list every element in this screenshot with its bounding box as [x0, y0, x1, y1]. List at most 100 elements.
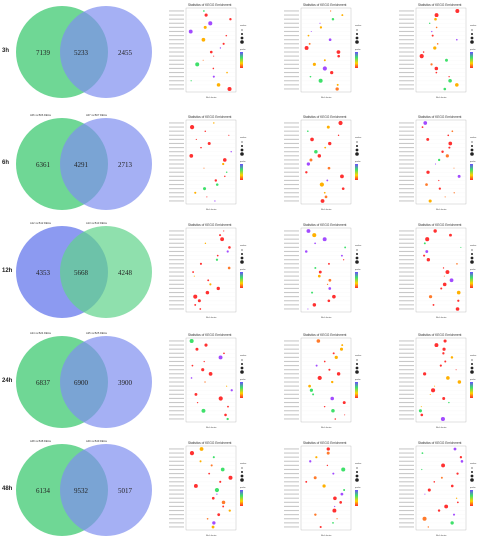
term-label — [169, 63, 184, 65]
data-point — [229, 18, 232, 21]
venn-right-count: 5017 — [118, 487, 133, 495]
venn-left-set-label: A12 vs B12 DEGs — [30, 221, 52, 225]
x-axis-label: Rich factor — [321, 208, 332, 211]
term-label — [169, 377, 184, 379]
data-point — [193, 484, 198, 488]
venn-right-set-label: A13 vs B13 DEGs — [86, 221, 108, 225]
term-label — [169, 196, 184, 198]
data-point — [305, 171, 308, 174]
legend-size-dot — [356, 471, 358, 473]
term-label — [284, 340, 299, 342]
legend-size-title: number — [355, 462, 362, 465]
term-label — [169, 373, 184, 375]
row-24h: 24h 6837 6900 3900 A24 vs B24 DEGs A25 vs B25… — [2, 331, 477, 429]
term-label — [399, 448, 414, 450]
data-point — [456, 38, 458, 41]
term-label — [284, 401, 299, 404]
venn-left-count: 6134 — [36, 487, 51, 495]
data-point — [432, 303, 435, 306]
venn-right-count: 3900 — [118, 379, 133, 387]
data-point — [448, 78, 452, 83]
legend-size-dot — [355, 478, 359, 482]
figure-rows: 3h 7139 5233 2455 Statistics of KEGG Enrichm… — [2, 3, 477, 537]
legend-color-bar — [355, 382, 358, 398]
legend-size-dot — [241, 33, 243, 35]
data-point — [199, 262, 202, 265]
legend-size-dot — [471, 33, 473, 35]
term-label — [169, 80, 184, 82]
term-label — [169, 460, 184, 462]
term-label — [284, 188, 299, 190]
data-point — [426, 170, 430, 174]
legend-size-dot — [240, 40, 244, 44]
term-label — [169, 263, 184, 265]
data-point — [457, 299, 460, 302]
data-point — [317, 274, 321, 278]
x-axis-label: Rich factor — [321, 426, 332, 429]
plot-legend: number qvalue — [470, 24, 477, 68]
term-label — [169, 448, 184, 450]
data-point — [434, 13, 439, 18]
legend-size-title: number — [470, 462, 477, 465]
data-point — [317, 375, 322, 381]
term-label — [169, 518, 184, 520]
data-point — [450, 356, 454, 359]
term-label — [284, 122, 299, 124]
term-label — [284, 365, 299, 367]
term-label — [284, 18, 299, 20]
data-point — [312, 393, 315, 396]
data-point — [421, 452, 424, 454]
legend-size-dot — [240, 366, 244, 370]
term-label — [284, 369, 299, 371]
data-point — [340, 174, 344, 179]
term-label — [284, 155, 299, 157]
data-point — [331, 409, 335, 413]
term-label — [399, 456, 414, 458]
term-label — [399, 122, 414, 124]
term-label — [169, 10, 184, 12]
data-point — [195, 347, 199, 351]
data-point — [328, 262, 330, 265]
data-point — [319, 525, 322, 529]
term-label — [169, 175, 184, 177]
venn-left-set-label: A24 vs B24 DEGs — [30, 331, 52, 335]
plot-title: Statistics of KEGG Enrichment — [188, 333, 232, 337]
data-point — [431, 388, 436, 393]
data-point — [203, 25, 207, 29]
term-label — [399, 509, 414, 512]
data-point — [343, 489, 346, 492]
term-label — [169, 493, 184, 495]
data-point — [435, 26, 438, 29]
legend-size-title: number — [240, 24, 247, 27]
venn-right-circle — [60, 6, 152, 98]
term-label — [284, 410, 299, 412]
legend-size-dot — [355, 370, 359, 374]
term-label — [169, 18, 184, 20]
data-point — [456, 290, 461, 295]
row-label: 12h — [2, 268, 13, 274]
venn-right-circle — [60, 444, 152, 536]
term-label — [169, 171, 184, 173]
data-point — [426, 137, 430, 141]
data-point — [194, 392, 198, 396]
term-label — [169, 55, 184, 57]
data-point — [344, 414, 346, 416]
data-point — [450, 484, 454, 488]
data-point — [426, 258, 431, 262]
data-point — [203, 187, 207, 191]
data-point — [443, 275, 445, 277]
data-point — [206, 517, 209, 520]
term-label — [284, 200, 299, 202]
data-point — [331, 17, 335, 21]
term-label — [169, 410, 184, 412]
x-axis-label: Rich factor — [321, 534, 332, 537]
data-point — [216, 493, 218, 495]
legend-size-dot — [241, 145, 243, 147]
legend-size-dot — [471, 253, 473, 255]
data-point — [222, 42, 225, 45]
term-label — [399, 84, 414, 86]
data-point — [207, 142, 211, 146]
venn-right-circle — [60, 336, 152, 428]
term-label — [399, 134, 414, 136]
legend-size-dot — [470, 370, 474, 374]
